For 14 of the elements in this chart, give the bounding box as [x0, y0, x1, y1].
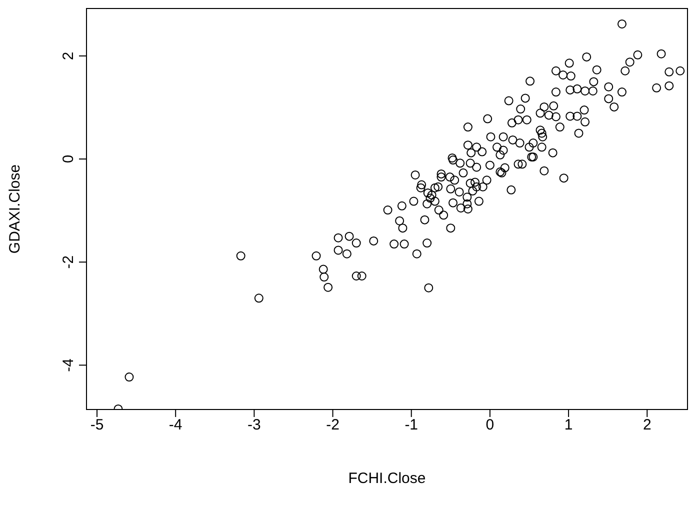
y-axis-title: GDAXI.Close	[6, 164, 24, 254]
x-tick-label: -1	[404, 416, 418, 434]
y-tick-label: 2	[60, 52, 77, 60]
x-axis-title: FCHI.Close	[348, 470, 426, 487]
x-tick-label: 1	[564, 416, 573, 434]
y-tick-label: -2	[60, 255, 77, 269]
x-tick-label: 0	[486, 416, 494, 434]
x-tick-label: -4	[168, 416, 182, 434]
y-tick-label: 0	[60, 154, 77, 164]
x-tick-label: -5	[90, 416, 104, 434]
x-tick-label: -3	[248, 416, 261, 434]
x-tick-label: 2	[642, 416, 652, 434]
x-tick-label: -2	[326, 416, 340, 434]
y-tick-label: -4	[60, 358, 77, 372]
